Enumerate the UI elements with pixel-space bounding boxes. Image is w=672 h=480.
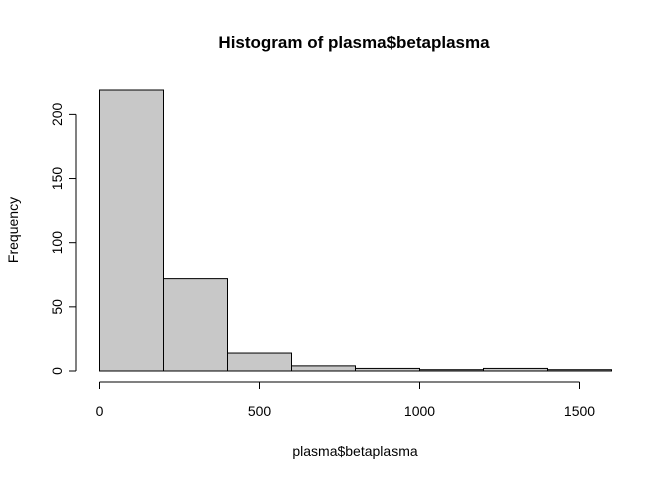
y-tick-label: 150 (49, 167, 65, 191)
histogram-bar-0-200 (99, 89, 164, 372)
x-axis: 0 500 1000 1500 (96, 381, 595, 419)
x-axis-label: plasma$betaplasma (292, 443, 418, 459)
x-tick-label: 1500 (564, 403, 595, 419)
bars-group (99, 89, 612, 372)
histogram-bar-400-600 (227, 352, 292, 372)
histogram-bar-600-800 (291, 365, 356, 372)
chart-title: Histogram of plasma$betaplasma (218, 33, 490, 52)
histogram-bar-800-1000 (355, 367, 420, 372)
y-tick-label: 200 (49, 102, 65, 126)
y-tick-label: 100 (49, 231, 65, 255)
histogram-bar-1000-1200 (419, 369, 484, 372)
y-axis-label: Frequency (5, 197, 21, 263)
x-tick-label: 1000 (404, 403, 435, 419)
histogram-bar-1200-1400 (483, 367, 548, 372)
histogram-bar-1400-1600 (547, 369, 612, 372)
x-tick-label: 500 (248, 403, 272, 419)
y-tick-label: 50 (49, 299, 65, 315)
histogram-bar-200-400 (163, 278, 228, 372)
x-tick-label: 0 (96, 403, 104, 419)
y-axis: 0 50 100 150 200 (49, 102, 77, 375)
y-tick-label: 0 (49, 367, 65, 375)
